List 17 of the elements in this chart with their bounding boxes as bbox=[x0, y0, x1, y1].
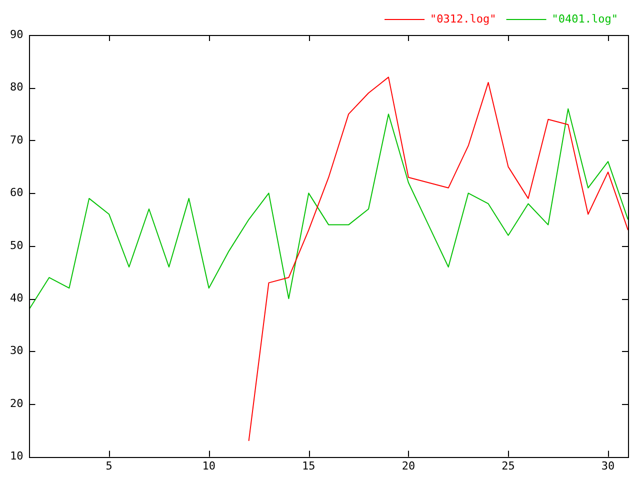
y-tick-label: 10 bbox=[10, 450, 24, 463]
y-tick-label: 30 bbox=[10, 344, 24, 358]
x-tick-label: 10 bbox=[202, 459, 216, 472]
x-tick-label: 30 bbox=[601, 459, 615, 472]
y-tick-label: 90 bbox=[10, 28, 24, 41]
y-tick-label: 70 bbox=[10, 133, 24, 146]
x-tick-label: 5 bbox=[106, 459, 112, 472]
legend-label: "0312.log" bbox=[430, 12, 496, 26]
legend-label: "0401.log" bbox=[552, 12, 618, 26]
y-tick-label: 80 bbox=[10, 80, 24, 94]
x-tick-label: 20 bbox=[402, 459, 416, 472]
y-tick-label: 60 bbox=[10, 186, 24, 200]
y-tick-label: 20 bbox=[10, 396, 24, 410]
x-tick-label: 15 bbox=[302, 459, 316, 472]
x-tick-label: 25 bbox=[502, 459, 515, 472]
y-tick-label: 40 bbox=[10, 291, 24, 304]
y-tick-label: 50 bbox=[10, 238, 24, 252]
